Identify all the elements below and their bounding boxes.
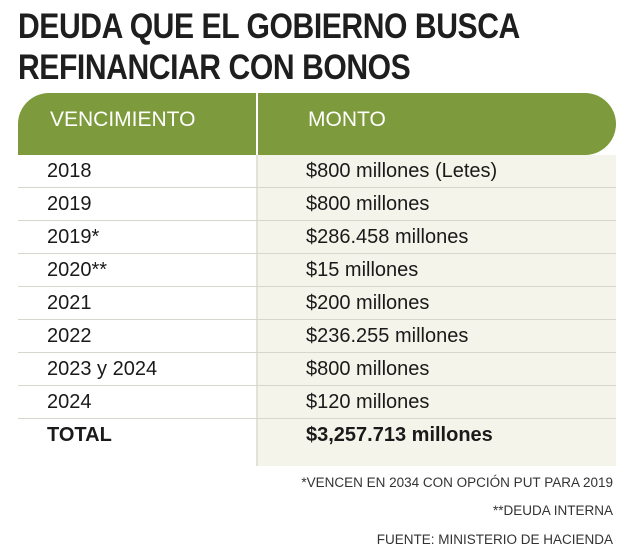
table-row: 2019* $286.458 millones xyxy=(18,221,616,254)
total-amount: $3,257.713 millones xyxy=(306,424,493,446)
row-amount: $15 millones xyxy=(306,259,419,281)
table-header: VENCIMIENTO MONTO xyxy=(18,93,616,155)
table-row: 2020** $15 millones xyxy=(18,254,616,287)
footnote-internal-debt: **DEUDA INTERNA xyxy=(492,503,613,518)
row-amount: $236.255 millones xyxy=(306,325,469,347)
debt-table: VENCIMIENTO MONTO 2018 $800 millones (Le… xyxy=(18,93,616,466)
header-divider xyxy=(256,93,258,155)
row-separator xyxy=(18,253,616,254)
table-row: 2019 $800 millones xyxy=(18,188,616,221)
row-separator xyxy=(18,187,616,188)
row-year: 2019 xyxy=(47,193,92,215)
row-separator xyxy=(18,385,616,386)
table-row: 2022 $236.255 millones xyxy=(18,320,616,353)
source-note: FUENTE: MINISTERIO DE HACIENDA xyxy=(376,532,613,547)
row-separator xyxy=(18,319,616,320)
header-vencimiento: VENCIMIENTO xyxy=(50,108,196,131)
page-title: DEUDA QUE EL GOBIERNO BUSCA REFINANCIAR … xyxy=(18,6,534,88)
row-year: 2023 y 2024 xyxy=(47,358,158,380)
row-year: 2024 xyxy=(47,391,92,413)
row-separator xyxy=(18,286,616,287)
row-year: 2021 xyxy=(47,292,92,314)
total-row: TOTAL $3,257.713 millones xyxy=(18,419,616,452)
value-column-background xyxy=(258,155,616,466)
total-label: TOTAL xyxy=(47,424,112,446)
footnote-put-option: *VENCEN EN 2034 CON OPCIÓN PUT PARA 2019 xyxy=(301,475,613,490)
row-year: 2019* xyxy=(47,226,100,248)
header-monto: MONTO xyxy=(308,108,386,131)
row-separator xyxy=(18,220,616,221)
column-divider xyxy=(256,155,258,466)
row-amount: $800 millones (Letes) xyxy=(306,160,498,182)
row-amount: $800 millones xyxy=(306,193,430,215)
title-line-2: REFINANCIAR CON BONOS xyxy=(18,48,411,87)
table-row: 2024 $120 millones xyxy=(18,386,616,419)
row-year: 2022 xyxy=(47,325,92,347)
table-row: 2018 $800 millones (Letes) xyxy=(18,155,616,188)
table-row: 2023 y 2024 $800 millones xyxy=(18,353,616,386)
title-line-1: DEUDA QUE EL GOBIERNO BUSCA xyxy=(18,7,520,46)
row-separator xyxy=(18,418,616,419)
table-row: 2021 $200 millones xyxy=(18,287,616,320)
row-amount: $286.458 millones xyxy=(306,226,469,248)
row-amount: $120 millones xyxy=(306,391,430,413)
table-body: 2018 $800 millones (Letes) 2019 $800 mil… xyxy=(18,155,616,466)
row-separator xyxy=(18,352,616,353)
row-amount: $800 millones xyxy=(306,358,430,380)
row-amount: $200 millones xyxy=(306,292,430,314)
row-year: 2020** xyxy=(47,259,108,281)
row-year: 2018 xyxy=(47,160,92,182)
